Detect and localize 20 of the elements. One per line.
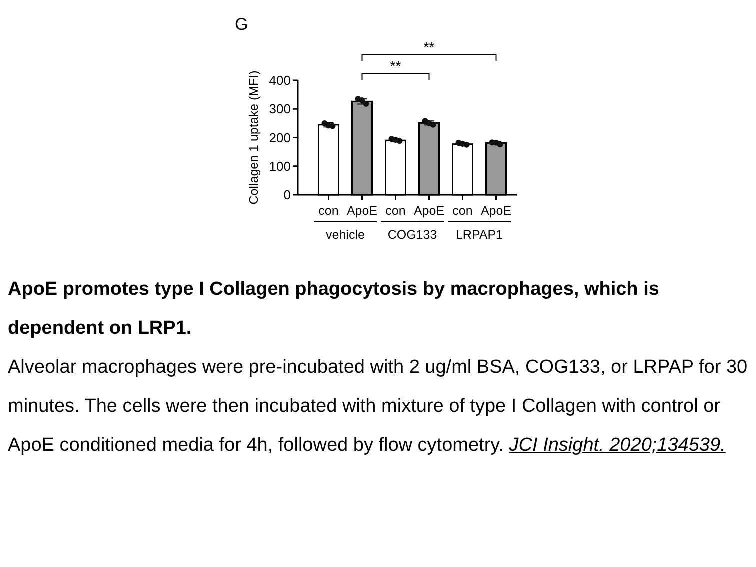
x-tick-label: con	[318, 204, 339, 218]
text: ApoE promotes type I Collagen phagocytosis by macrophages, which is dependent on LRP1.	[8, 278, 660, 341]
x-tick-label: con	[452, 204, 473, 218]
text: **	[390, 58, 402, 74]
x-tick-label: ApoE	[346, 204, 378, 218]
y-axis-title: Collagen 1 uptake (MFI)	[247, 70, 261, 205]
text: G	[235, 15, 248, 34]
x-axis-title: LRPAP1	[456, 228, 504, 242]
x-axis-title: COG133	[388, 228, 438, 242]
y-tick-label: 200	[269, 130, 291, 146]
x-tick-label: ApoE	[414, 204, 445, 218]
x-tick-label: con	[386, 204, 406, 218]
y-tick-label: 100	[269, 158, 291, 174]
y-tick-label: 400	[269, 73, 291, 88]
text: **	[424, 39, 436, 55]
text: JCI Insight. 2020;134539.	[509, 435, 726, 456]
x-axis-title: vehicle	[326, 228, 365, 242]
y-tick-label: 300	[269, 102, 291, 117]
y-tick-label: 0	[284, 188, 291, 203]
x-tick-label: ApoE	[480, 204, 512, 218]
